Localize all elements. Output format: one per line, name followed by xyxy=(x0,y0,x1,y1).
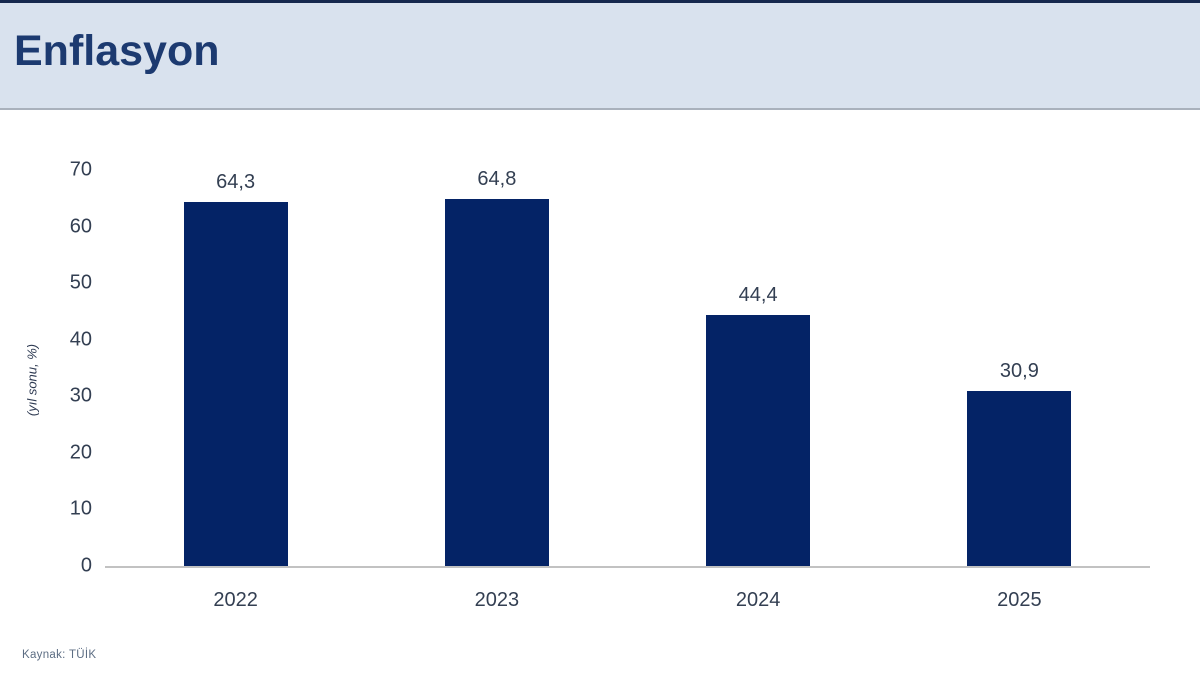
top-accent-line xyxy=(0,0,1200,3)
y-tick-label-50: 50 xyxy=(69,271,92,294)
bar-value-label-2024: 44,4 xyxy=(738,283,778,306)
x-tick-label-2023: 2023 xyxy=(474,589,520,611)
x-tick-label-2024: 2024 xyxy=(735,589,781,611)
bar-value-label-2023: 64,8 xyxy=(477,168,517,191)
bar-value-label-2022: 64,3 xyxy=(216,171,256,194)
source-note: Kaynak: TÜİK xyxy=(22,649,97,661)
y-tick-label-0: 0 xyxy=(80,554,92,577)
bar-value-label-2025: 30,9 xyxy=(999,360,1039,383)
plot-area: 64,3 2022 64,8 2023 44,4 2024 30,9 2025 xyxy=(105,112,1150,675)
y-tick-label-10: 10 xyxy=(69,497,92,520)
y-tick-label-70: 70 xyxy=(69,158,92,181)
bar-2023 xyxy=(444,199,549,566)
bar-2024 xyxy=(706,314,811,566)
page-title: Enflasyon xyxy=(14,27,220,75)
bar-2022 xyxy=(183,202,288,566)
bar-2025 xyxy=(967,391,1072,566)
x-tick-label-2022: 2022 xyxy=(213,589,258,611)
y-tick-label-60: 60 xyxy=(69,215,92,238)
x-tick-label-2025: 2025 xyxy=(997,589,1042,611)
y-tick-label-30: 30 xyxy=(69,384,92,407)
slide-header: Enflasyon xyxy=(0,3,1200,110)
inflation-bar-chart: (yıl sonu, %) 64,3 2022 64,8 2023 44,4 2024 30… xyxy=(0,112,1200,675)
x-axis-line xyxy=(105,566,1150,568)
y-tick-label-40: 40 xyxy=(69,328,92,351)
y-tick-label-20: 20 xyxy=(69,441,92,464)
